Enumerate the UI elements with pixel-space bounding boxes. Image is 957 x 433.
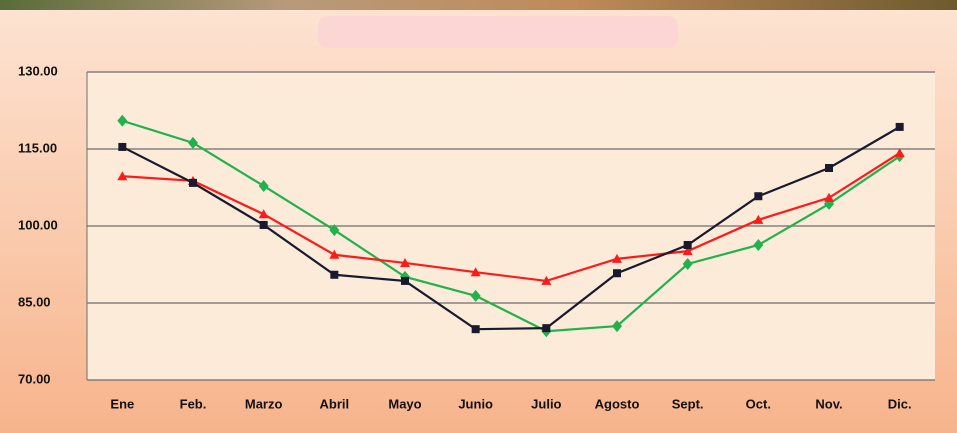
data-point — [330, 270, 339, 279]
data-point — [470, 267, 481, 277]
data-point — [329, 249, 340, 259]
data-point — [258, 179, 269, 192]
data-point — [189, 178, 197, 187]
data-point — [894, 148, 905, 158]
data-point — [824, 192, 834, 202]
data-point — [682, 257, 693, 270]
title-placeholder — [318, 16, 678, 48]
data-point — [117, 114, 128, 127]
photo-strip — [0, 0, 957, 10]
data-point — [612, 320, 622, 333]
data-point — [754, 192, 763, 201]
x-tick-label: Junio — [458, 396, 493, 411]
x-tick-label: Oct. — [746, 396, 771, 411]
x-tick-label: Abril — [320, 396, 350, 411]
data-point — [118, 142, 127, 151]
y-tick-label: 100.00 — [18, 217, 58, 232]
x-tick-label: Sept. — [672, 396, 704, 411]
data-point — [682, 246, 693, 256]
y-tick-label: 85.00 — [18, 294, 51, 309]
x-tick-label: Julio — [531, 396, 561, 411]
y-tick-label: 70.00 — [18, 371, 51, 386]
data-point — [259, 220, 268, 229]
series-line — [121, 125, 901, 331]
data-point — [117, 171, 128, 181]
x-tick-label: Dic. — [888, 396, 912, 411]
data-point — [542, 324, 551, 333]
data-point — [258, 209, 269, 219]
data-point — [400, 257, 410, 267]
y-tick-label: 115.00 — [18, 140, 57, 155]
series-line — [122, 152, 901, 283]
y-tick-label: 130.00 — [18, 63, 58, 78]
data-point — [613, 269, 621, 278]
data-point — [825, 163, 833, 172]
x-tick-label: Ene — [110, 396, 134, 411]
data-point — [329, 224, 340, 237]
data-point — [470, 289, 481, 302]
data-point — [471, 325, 480, 334]
data-point — [753, 238, 764, 251]
x-tick-label: Marzo — [245, 396, 283, 411]
series-line — [122, 119, 901, 333]
data-point — [753, 214, 764, 224]
x-tick-label: Nov. — [815, 396, 842, 411]
data-point — [895, 122, 904, 131]
data-point — [401, 276, 409, 285]
x-tick-label: Feb. — [180, 396, 207, 411]
x-tick-label: Agosto — [595, 396, 640, 411]
data-point — [188, 136, 198, 149]
x-tick-label: Mayo — [388, 396, 421, 411]
data-point — [541, 275, 552, 285]
data-point — [683, 240, 692, 249]
data-point — [612, 253, 622, 263]
